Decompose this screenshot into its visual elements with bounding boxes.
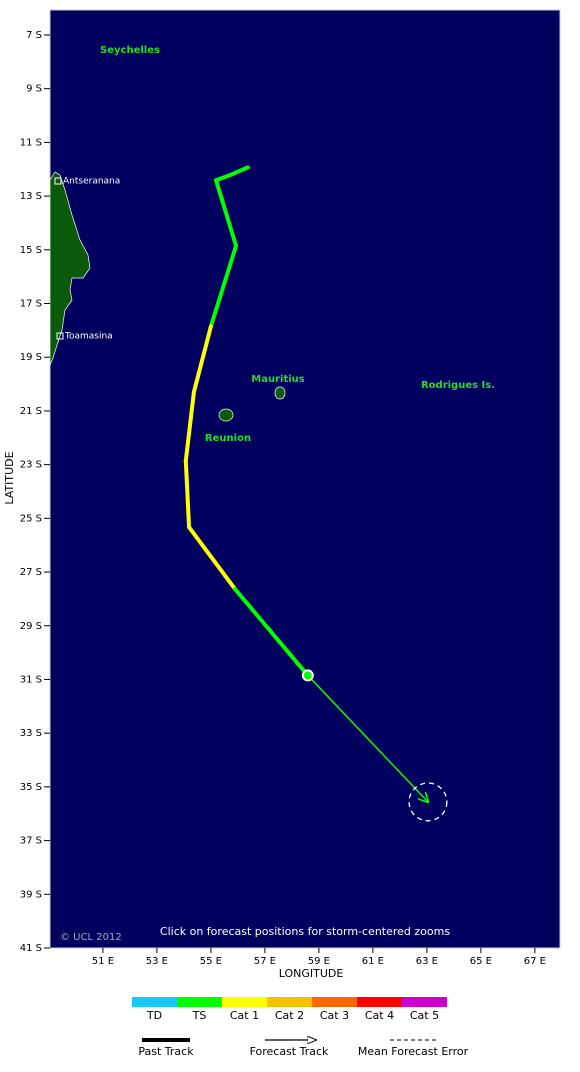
track-segment	[183, 458, 192, 530]
island	[274, 386, 286, 400]
legend-label: Past Track	[138, 1045, 194, 1058]
legend-swatch	[267, 997, 312, 1007]
x-tick-label: 51 E	[92, 956, 114, 967]
legend-swatch	[357, 997, 402, 1007]
forecast-track	[307, 674, 428, 801]
legend-swatch	[402, 997, 447, 1007]
y-tick-label: 41 S	[20, 943, 42, 954]
y-tick-label: 35 S	[20, 782, 42, 793]
legend-label: Cat 3	[320, 1009, 349, 1022]
y-tick-label: 7 S	[26, 30, 42, 41]
legend-swatch	[177, 997, 222, 1007]
legend-swatch	[312, 997, 357, 1007]
y-tick-label: 27 S	[20, 567, 42, 578]
track-segment	[214, 173, 232, 183]
legend-label: Cat 1	[230, 1009, 259, 1022]
y-tick-label: 29 S	[20, 621, 42, 632]
legend-label: TS	[192, 1009, 207, 1022]
track-segment	[227, 165, 250, 178]
city-marker	[54, 177, 62, 185]
legend-label: Cat 5	[410, 1009, 439, 1022]
x-axis-label: LONGITUDE	[279, 967, 344, 980]
legend-label: Mean Forecast Error	[358, 1045, 469, 1058]
place-label: Reunion	[205, 433, 251, 444]
track-segment	[214, 178, 239, 248]
y-tick-label: 15 S	[20, 245, 42, 256]
x-tick-label: 59 E	[308, 956, 330, 967]
track-segment	[183, 390, 196, 463]
y-tick-label: 31 S	[20, 674, 42, 685]
x-tick-label: 67 E	[524, 956, 546, 967]
ocean	[49, 9, 561, 949]
place-label: Seychelles	[100, 45, 160, 56]
place-label: Antseranana	[63, 177, 120, 187]
track-segment	[187, 525, 237, 591]
forecast-error	[408, 782, 448, 822]
x-tick-label: 61 E	[362, 956, 384, 967]
y-tick-label: 19 S	[20, 352, 42, 363]
legend-label: Cat 2	[275, 1009, 304, 1022]
legend-swatch	[132, 997, 177, 1007]
y-tick-label: 39 S	[20, 889, 42, 900]
y-tick-label: 17 S	[20, 299, 42, 310]
note: Click on forecast positions for storm-ce…	[160, 925, 450, 938]
legend-label: TD	[146, 1009, 162, 1022]
y-tick-label: 37 S	[20, 836, 42, 847]
place-label: Toamasina	[64, 332, 113, 342]
y-tick-label: 13 S	[20, 191, 42, 202]
track-segment	[208, 243, 239, 329]
track-segment	[232, 586, 310, 678]
y-axis-label: LATITUDE	[3, 451, 16, 504]
copyright: © UCL 2012	[60, 932, 122, 943]
y-tick-label: 25 S	[20, 513, 42, 524]
place-label: Rodrigues Is.	[421, 380, 495, 391]
legend-swatch	[222, 997, 267, 1007]
x-tick-label: 53 E	[146, 956, 168, 967]
y-tick-label: 11 S	[20, 137, 42, 148]
current-position	[301, 669, 314, 682]
y-tick-label: 21 S	[20, 406, 42, 417]
track-segment	[191, 324, 213, 395]
y-tick-label: 33 S	[20, 728, 42, 739]
x-tick-label: 57 E	[254, 956, 276, 967]
legend-label: Cat 4	[365, 1009, 394, 1022]
city-marker	[56, 332, 64, 340]
legend-label: Forecast Track	[250, 1045, 329, 1058]
place-label: Mauritius	[251, 374, 305, 385]
x-tick-label: 65 E	[470, 956, 492, 967]
madagascar	[49, 171, 91, 366]
x-tick-label: 55 E	[200, 956, 222, 967]
y-tick-label: 23 S	[20, 460, 42, 471]
x-tick-label: 63 E	[416, 956, 438, 967]
y-tick-label: 9 S	[26, 84, 42, 95]
island	[218, 408, 234, 422]
